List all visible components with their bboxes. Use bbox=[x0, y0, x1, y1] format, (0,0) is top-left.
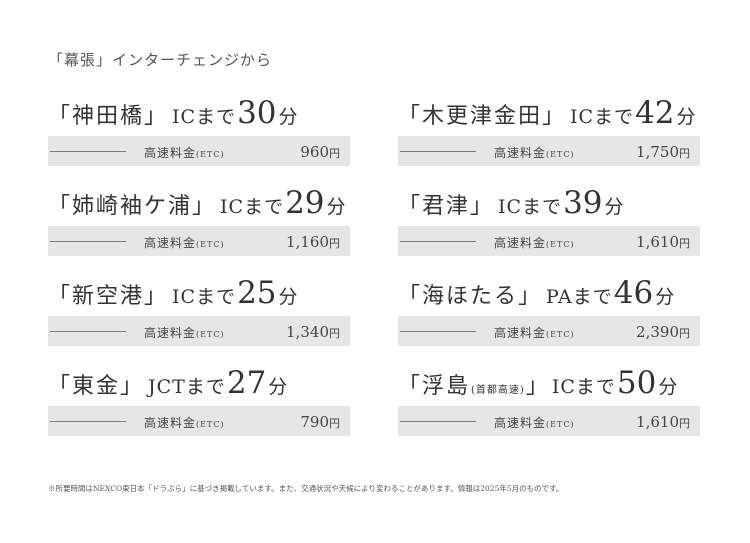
toll-fee-value: 1,340円 bbox=[286, 323, 340, 341]
divider-line bbox=[400, 241, 476, 242]
route-item-kandabashi: 「神田橋」 ICまで 30 分 高速料金(ETC) 960円 bbox=[48, 95, 350, 166]
destination-name: 「新空港」 bbox=[48, 284, 169, 309]
route-destination: 「新空港」 ICまで 25 分 bbox=[48, 275, 350, 315]
minutes-unit: 分 bbox=[268, 376, 288, 398]
destination-name: 「海ほたる」 bbox=[398, 284, 543, 309]
travel-minutes: 50 bbox=[616, 365, 657, 401]
travel-minutes: 27 bbox=[226, 365, 267, 401]
destination-via: PAまで bbox=[546, 286, 613, 308]
toll-fee-bar: 高速料金(ETC) 1,750円 bbox=[398, 136, 700, 166]
route-item-ukishima: 「浮島 (首都高速) 」 ICまで 50 分 高速料金(ETC) 1,610円 bbox=[398, 365, 700, 436]
route-destination: 「海ほたる」 PAまで 46 分 bbox=[398, 275, 700, 315]
toll-fee-label: 高速料金(ETC) bbox=[494, 416, 575, 430]
minutes-unit: 分 bbox=[676, 106, 696, 128]
toll-fee-bar: 高速料金(ETC) 1,610円 bbox=[398, 226, 700, 256]
route-destination: 「東金」 JCTまで 27 分 bbox=[48, 365, 350, 405]
divider-line bbox=[400, 421, 476, 422]
page-heading: 「幕張」インターチェンジから bbox=[48, 51, 273, 69]
destination-name: 「浮島 bbox=[398, 374, 471, 399]
toll-fee-label: 高速料金(ETC) bbox=[494, 326, 575, 340]
toll-fee-label: 高速料金(ETC) bbox=[144, 236, 225, 250]
destination-name: 「姉崎袖ケ浦」 bbox=[48, 194, 217, 219]
divider-line bbox=[50, 331, 126, 332]
destination-via: ICまで bbox=[551, 376, 616, 398]
divider-line bbox=[50, 421, 126, 422]
destination-name-end: 」 bbox=[525, 374, 550, 399]
minutes-unit: 分 bbox=[658, 376, 678, 398]
minutes-unit: 分 bbox=[326, 196, 346, 218]
toll-fee-bar: 高速料金(ETC) 1,340円 bbox=[48, 316, 350, 346]
travel-minutes: 39 bbox=[563, 185, 603, 221]
destination-via: ICまで bbox=[498, 196, 563, 218]
destination-name: 「君津」 bbox=[398, 194, 495, 219]
route-destination: 「神田橋」 ICまで 30 分 bbox=[48, 95, 350, 135]
route-item-anesaki-sodegaura: 「姉崎袖ケ浦」 ICまで 29 分 高速料金(ETC) 1,160円 bbox=[48, 185, 350, 256]
minutes-unit: 分 bbox=[655, 286, 675, 308]
divider-line bbox=[50, 151, 126, 152]
destination-name: 「神田橋」 bbox=[48, 104, 169, 129]
travel-minutes: 42 bbox=[635, 95, 675, 131]
toll-fee-label: 高速料金(ETC) bbox=[144, 326, 225, 340]
route-item-shinkuko: 「新空港」 ICまで 25 分 高速料金(ETC) 1,340円 bbox=[48, 275, 350, 346]
route-item-umihotaru: 「海ほたる」 PAまで 46 分 高速料金(ETC) 2,390円 bbox=[398, 275, 700, 346]
toll-fee-bar: 高速料金(ETC) 790円 bbox=[48, 406, 350, 436]
footnote: ※所要時間はNEXCO東日本「ドラぷら」に基づき掲載しています。また、交通状況や… bbox=[48, 484, 564, 493]
divider-line bbox=[400, 331, 476, 332]
destination-via: ICまで bbox=[172, 106, 237, 128]
destination-via: JCTまで bbox=[148, 376, 226, 398]
toll-fee-label: 高速料金(ETC) bbox=[144, 416, 225, 430]
toll-fee-value: 1,750円 bbox=[636, 143, 690, 161]
toll-fee-label: 高速料金(ETC) bbox=[494, 146, 575, 160]
toll-fee-value: 1,610円 bbox=[636, 233, 690, 251]
minutes-unit: 分 bbox=[604, 196, 624, 218]
minutes-unit: 分 bbox=[278, 286, 298, 308]
route-destination: 「木更津金田」 ICまで 42 分 bbox=[398, 95, 700, 135]
travel-minutes: 46 bbox=[613, 275, 654, 311]
toll-fee-value: 1,160円 bbox=[286, 233, 340, 251]
route-item-kimitsu: 「君津」 ICまで 39 分 高速料金(ETC) 1,610円 bbox=[398, 185, 700, 256]
route-destination: 「姉崎袖ケ浦」 ICまで 29 分 bbox=[48, 185, 350, 225]
route-destination: 「君津」 ICまで 39 分 bbox=[398, 185, 700, 225]
travel-minutes: 25 bbox=[237, 275, 277, 311]
toll-fee-value: 1,610円 bbox=[636, 413, 690, 431]
route-item-kisarazu-kaneda: 「木更津金田」 ICまで 42 分 高速料金(ETC) 1,750円 bbox=[398, 95, 700, 166]
destination-via: ICまで bbox=[172, 286, 237, 308]
toll-fee-value: 960円 bbox=[300, 143, 340, 161]
toll-fee-value: 790円 bbox=[300, 413, 340, 431]
minutes-unit: 分 bbox=[278, 106, 298, 128]
travel-minutes: 30 bbox=[237, 95, 277, 131]
destination-sub: (首都高速) bbox=[471, 385, 525, 396]
destination-name: 「東金」 bbox=[48, 374, 145, 399]
toll-fee-bar: 高速料金(ETC) 1,160円 bbox=[48, 226, 350, 256]
divider-line bbox=[400, 151, 476, 152]
toll-fee-bar: 高速料金(ETC) 2,390円 bbox=[398, 316, 700, 346]
destination-name: 「木更津金田」 bbox=[398, 104, 567, 129]
toll-fee-label: 高速料金(ETC) bbox=[144, 146, 225, 160]
divider-line bbox=[50, 241, 126, 242]
destination-via: ICまで bbox=[570, 106, 635, 128]
toll-fee-value: 2,390円 bbox=[636, 323, 690, 341]
route-item-togane: 「東金」 JCTまで 27 分 高速料金(ETC) 790円 bbox=[48, 365, 350, 436]
destination-via: ICまで bbox=[220, 196, 285, 218]
toll-fee-label: 高速料金(ETC) bbox=[494, 236, 575, 250]
travel-minutes: 29 bbox=[285, 185, 325, 221]
toll-fee-bar: 高速料金(ETC) 1,610円 bbox=[398, 406, 700, 436]
toll-fee-bar: 高速料金(ETC) 960円 bbox=[48, 136, 350, 166]
route-destination: 「浮島 (首都高速) 」 ICまで 50 分 bbox=[398, 365, 700, 405]
